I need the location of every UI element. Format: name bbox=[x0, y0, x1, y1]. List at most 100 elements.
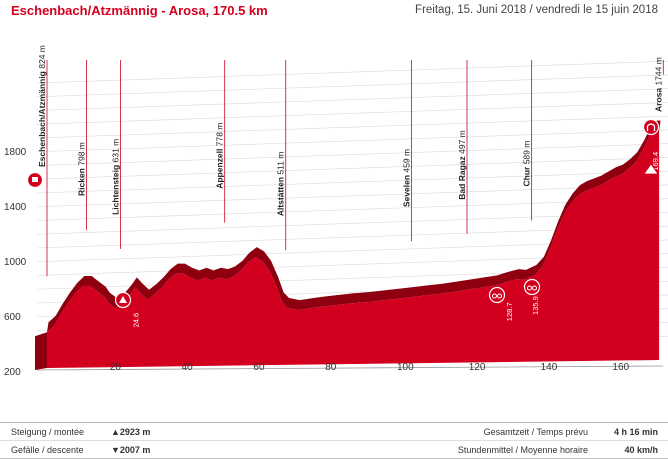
place-labels: Eschenbach/Atzmännig 824 m Ricken 798 m Li… bbox=[37, 45, 663, 216]
chart-floor bbox=[36, 365, 664, 371]
wheel-shape bbox=[497, 293, 502, 299]
place-name-text: Arosa bbox=[653, 86, 663, 112]
grid-line bbox=[36, 102, 668, 125]
place-name: Arosa 1744 m bbox=[653, 57, 663, 112]
stage-date: Freitag, 15. Juni 2018 / vendredi le 15 … bbox=[415, 4, 658, 16]
place-label: Lichtensteig 631 m bbox=[111, 139, 121, 215]
km-marker: 169.4 bbox=[651, 152, 660, 171]
place-name: Sevelen 459 m bbox=[401, 149, 411, 207]
wheel-shape bbox=[492, 293, 497, 299]
speed-value: 40 km/h bbox=[624, 445, 658, 455]
grid-line bbox=[36, 74, 668, 98]
descent-value: ▼2007 m bbox=[111, 445, 151, 455]
place-label: Arosa 1744 m bbox=[653, 57, 663, 112]
place-name: Appenzell 778 m bbox=[215, 123, 225, 189]
climb-label: Steigung / montée bbox=[11, 427, 85, 437]
place-label: Sevelen 459 m bbox=[401, 149, 411, 207]
finish-arch-icon bbox=[642, 118, 660, 136]
place-name-text: Chur bbox=[522, 164, 532, 186]
x-tick-label: 80 bbox=[325, 362, 337, 373]
grid-line bbox=[36, 60, 668, 84]
wheel-shape bbox=[527, 285, 532, 291]
climb-value: ▲2923 m bbox=[111, 427, 151, 437]
km-marker-text: 169.4 bbox=[651, 152, 660, 171]
place-name: Bad Ragaz 497 m bbox=[457, 130, 467, 199]
place-name: Eschenbach/Atzmännig 824 m bbox=[37, 45, 47, 167]
finish-summit-icon bbox=[643, 163, 659, 175]
descent-label: Gefälle / descente bbox=[11, 445, 84, 455]
grid-line bbox=[36, 157, 668, 180]
grid-line bbox=[36, 115, 668, 139]
y-tick-label: 1400 bbox=[4, 202, 27, 213]
y-tick-label: 1000 bbox=[4, 257, 27, 268]
x-tick-label: 20 bbox=[110, 362, 122, 373]
grid-line bbox=[36, 129, 668, 153]
x-tick-label: 60 bbox=[253, 362, 265, 373]
place-altitude: 589 m bbox=[522, 141, 532, 165]
y-tick-label: 600 bbox=[4, 312, 21, 323]
y-tick-label: 200 bbox=[4, 367, 21, 378]
place-name: Chur 589 m bbox=[522, 141, 532, 187]
y-axis-ticks: 200 600 1000 1400 1800 bbox=[4, 147, 27, 378]
place-name-text: Lichtensteig bbox=[111, 162, 121, 214]
place-name-text: Ricken bbox=[76, 166, 86, 196]
x-tick-label: 120 bbox=[469, 362, 486, 373]
finish-arch-icon-circle bbox=[642, 118, 660, 136]
place-name-text: Eschenbach/Atzmännig bbox=[37, 69, 47, 167]
place-name-text: Bad Ragaz bbox=[457, 154, 467, 200]
place-label: Chur 589 m bbox=[522, 141, 532, 187]
start-flag-icon bbox=[26, 171, 44, 189]
wheel-shape bbox=[532, 285, 537, 291]
stage-title: Eschenbach/Atzmännig - Arosa, 170.5 km bbox=[11, 3, 268, 18]
arch-shape bbox=[646, 123, 656, 131]
mountain-shape bbox=[119, 296, 127, 303]
place-altitude: 778 m bbox=[215, 123, 225, 147]
place-altitude: 511 m bbox=[276, 152, 286, 175]
km-marker-text: 128.7 bbox=[505, 302, 514, 321]
place-name: Lichtensteig 631 m bbox=[111, 139, 121, 215]
mountain-icon bbox=[114, 291, 132, 309]
grid-line bbox=[36, 88, 668, 111]
km-marker: 24.6 bbox=[131, 313, 140, 328]
place-altitude: 631 m bbox=[111, 139, 121, 163]
summary-row-2: Gefälle / descente ▼2007 m Stundenmittel… bbox=[0, 441, 668, 459]
summary-row-1: Steigung / montée ▲2923 m Gesamtzeit / T… bbox=[0, 423, 668, 441]
x-tick-label: 140 bbox=[541, 362, 558, 373]
profile-top-surface bbox=[47, 120, 661, 333]
km-marker-text: 24.6 bbox=[131, 313, 140, 328]
profile-side-face bbox=[35, 332, 47, 370]
place-name: Ricken 798 m bbox=[76, 142, 86, 196]
sprint-bike-icon-circle bbox=[488, 286, 506, 304]
km-markers: 24.6 128.7 135.9 169.4 bbox=[131, 152, 660, 328]
place-lines bbox=[46, 60, 664, 277]
km-marker: 128.7 bbox=[505, 302, 514, 321]
place-altitude: 497 m bbox=[457, 130, 467, 154]
place-label: Appenzell 778 m bbox=[215, 123, 225, 189]
place-label: Bad Ragaz 497 m bbox=[457, 130, 467, 199]
place-altitude: 798 m bbox=[76, 142, 86, 166]
place-name: Altstätten 511 m bbox=[276, 152, 286, 217]
profile-icons bbox=[26, 118, 660, 309]
place-name-text: Appenzell bbox=[215, 146, 225, 189]
place-label: Ricken 798 m bbox=[76, 142, 86, 196]
grid-line bbox=[36, 184, 668, 208]
grid-line bbox=[36, 170, 668, 194]
place-altitude: 824 m bbox=[37, 45, 47, 69]
y-tick-label: 1800 bbox=[4, 147, 27, 158]
place-altitude: 1744 m bbox=[653, 57, 663, 85]
speed-label: Stundenmittel / Moyenne horaire bbox=[457, 445, 588, 455]
flag-shape bbox=[32, 177, 38, 182]
sprint-bike-icon bbox=[488, 286, 506, 304]
place-altitude: 459 m bbox=[401, 149, 411, 173]
sprint-bike-icon-2-circle bbox=[523, 278, 541, 296]
x-tick-label: 160 bbox=[612, 362, 629, 373]
x-axis-ticks: 20 40 60 80 100 120 140 160 bbox=[110, 362, 630, 373]
time-label: Gesamtzeit / Temps prévu bbox=[483, 427, 588, 437]
place-name-text: Sevelen bbox=[401, 173, 411, 208]
sprint-bike-icon-2 bbox=[523, 278, 541, 296]
x-tick-label: 100 bbox=[397, 362, 414, 373]
grid-line bbox=[36, 143, 668, 166]
km-marker-text: 135.9 bbox=[531, 296, 540, 315]
place-name-text: Altstätten bbox=[276, 175, 286, 217]
